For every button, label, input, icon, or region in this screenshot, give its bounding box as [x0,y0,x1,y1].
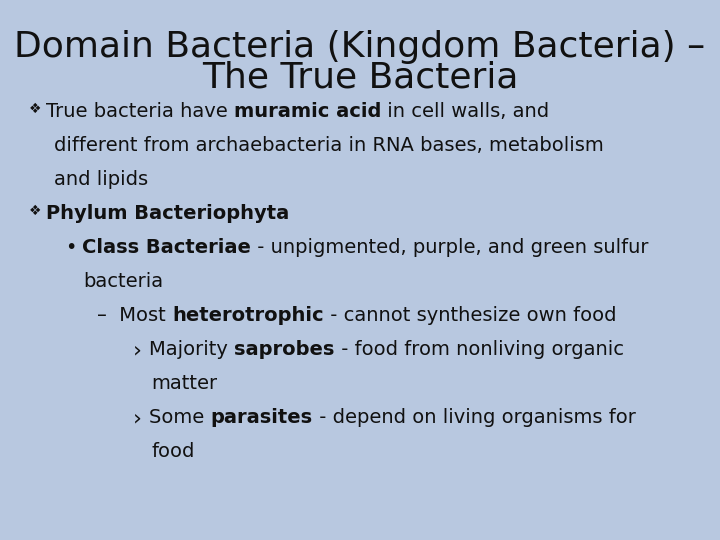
Text: muramic acid: muramic acid [234,102,381,121]
Text: - unpigmented, purple, and green sulfur: - unpigmented, purple, and green sulfur [251,238,649,257]
Text: different from archaebacteria in RNA bases, metabolism: different from archaebacteria in RNA bas… [54,136,604,155]
Text: •: • [65,238,76,257]
Text: in cell walls, and: in cell walls, and [381,102,549,121]
Text: - food from nonliving organic: - food from nonliving organic [335,340,624,359]
Text: Some: Some [149,408,211,427]
Text: Most: Most [113,306,172,325]
Text: matter: matter [151,374,217,393]
Text: True bacteria have: True bacteria have [45,102,234,121]
Text: The True Bacteria: The True Bacteria [202,60,518,94]
Text: ›: › [133,408,142,428]
Text: ❖: ❖ [29,102,41,116]
Text: parasites: parasites [211,408,313,427]
Text: food: food [151,442,194,461]
Text: bacteria: bacteria [83,272,163,291]
Text: ❖: ❖ [29,204,41,218]
Text: heterotrophic: heterotrophic [172,306,324,325]
Text: –: – [97,306,107,325]
Text: and lipids: and lipids [54,170,148,189]
Text: Phylum Bacteriophyta: Phylum Bacteriophyta [45,204,289,223]
Text: - cannot synthesize own food: - cannot synthesize own food [324,306,616,325]
Text: saprobes: saprobes [235,340,335,359]
Text: ›: › [133,340,142,360]
Text: Class Bacteriae: Class Bacteriae [82,238,251,257]
Text: Majority: Majority [149,340,235,359]
Text: - depend on living organisms for: - depend on living organisms for [313,408,636,427]
Text: Domain Bacteria (Kingdom Bacteria) –: Domain Bacteria (Kingdom Bacteria) – [14,30,706,64]
